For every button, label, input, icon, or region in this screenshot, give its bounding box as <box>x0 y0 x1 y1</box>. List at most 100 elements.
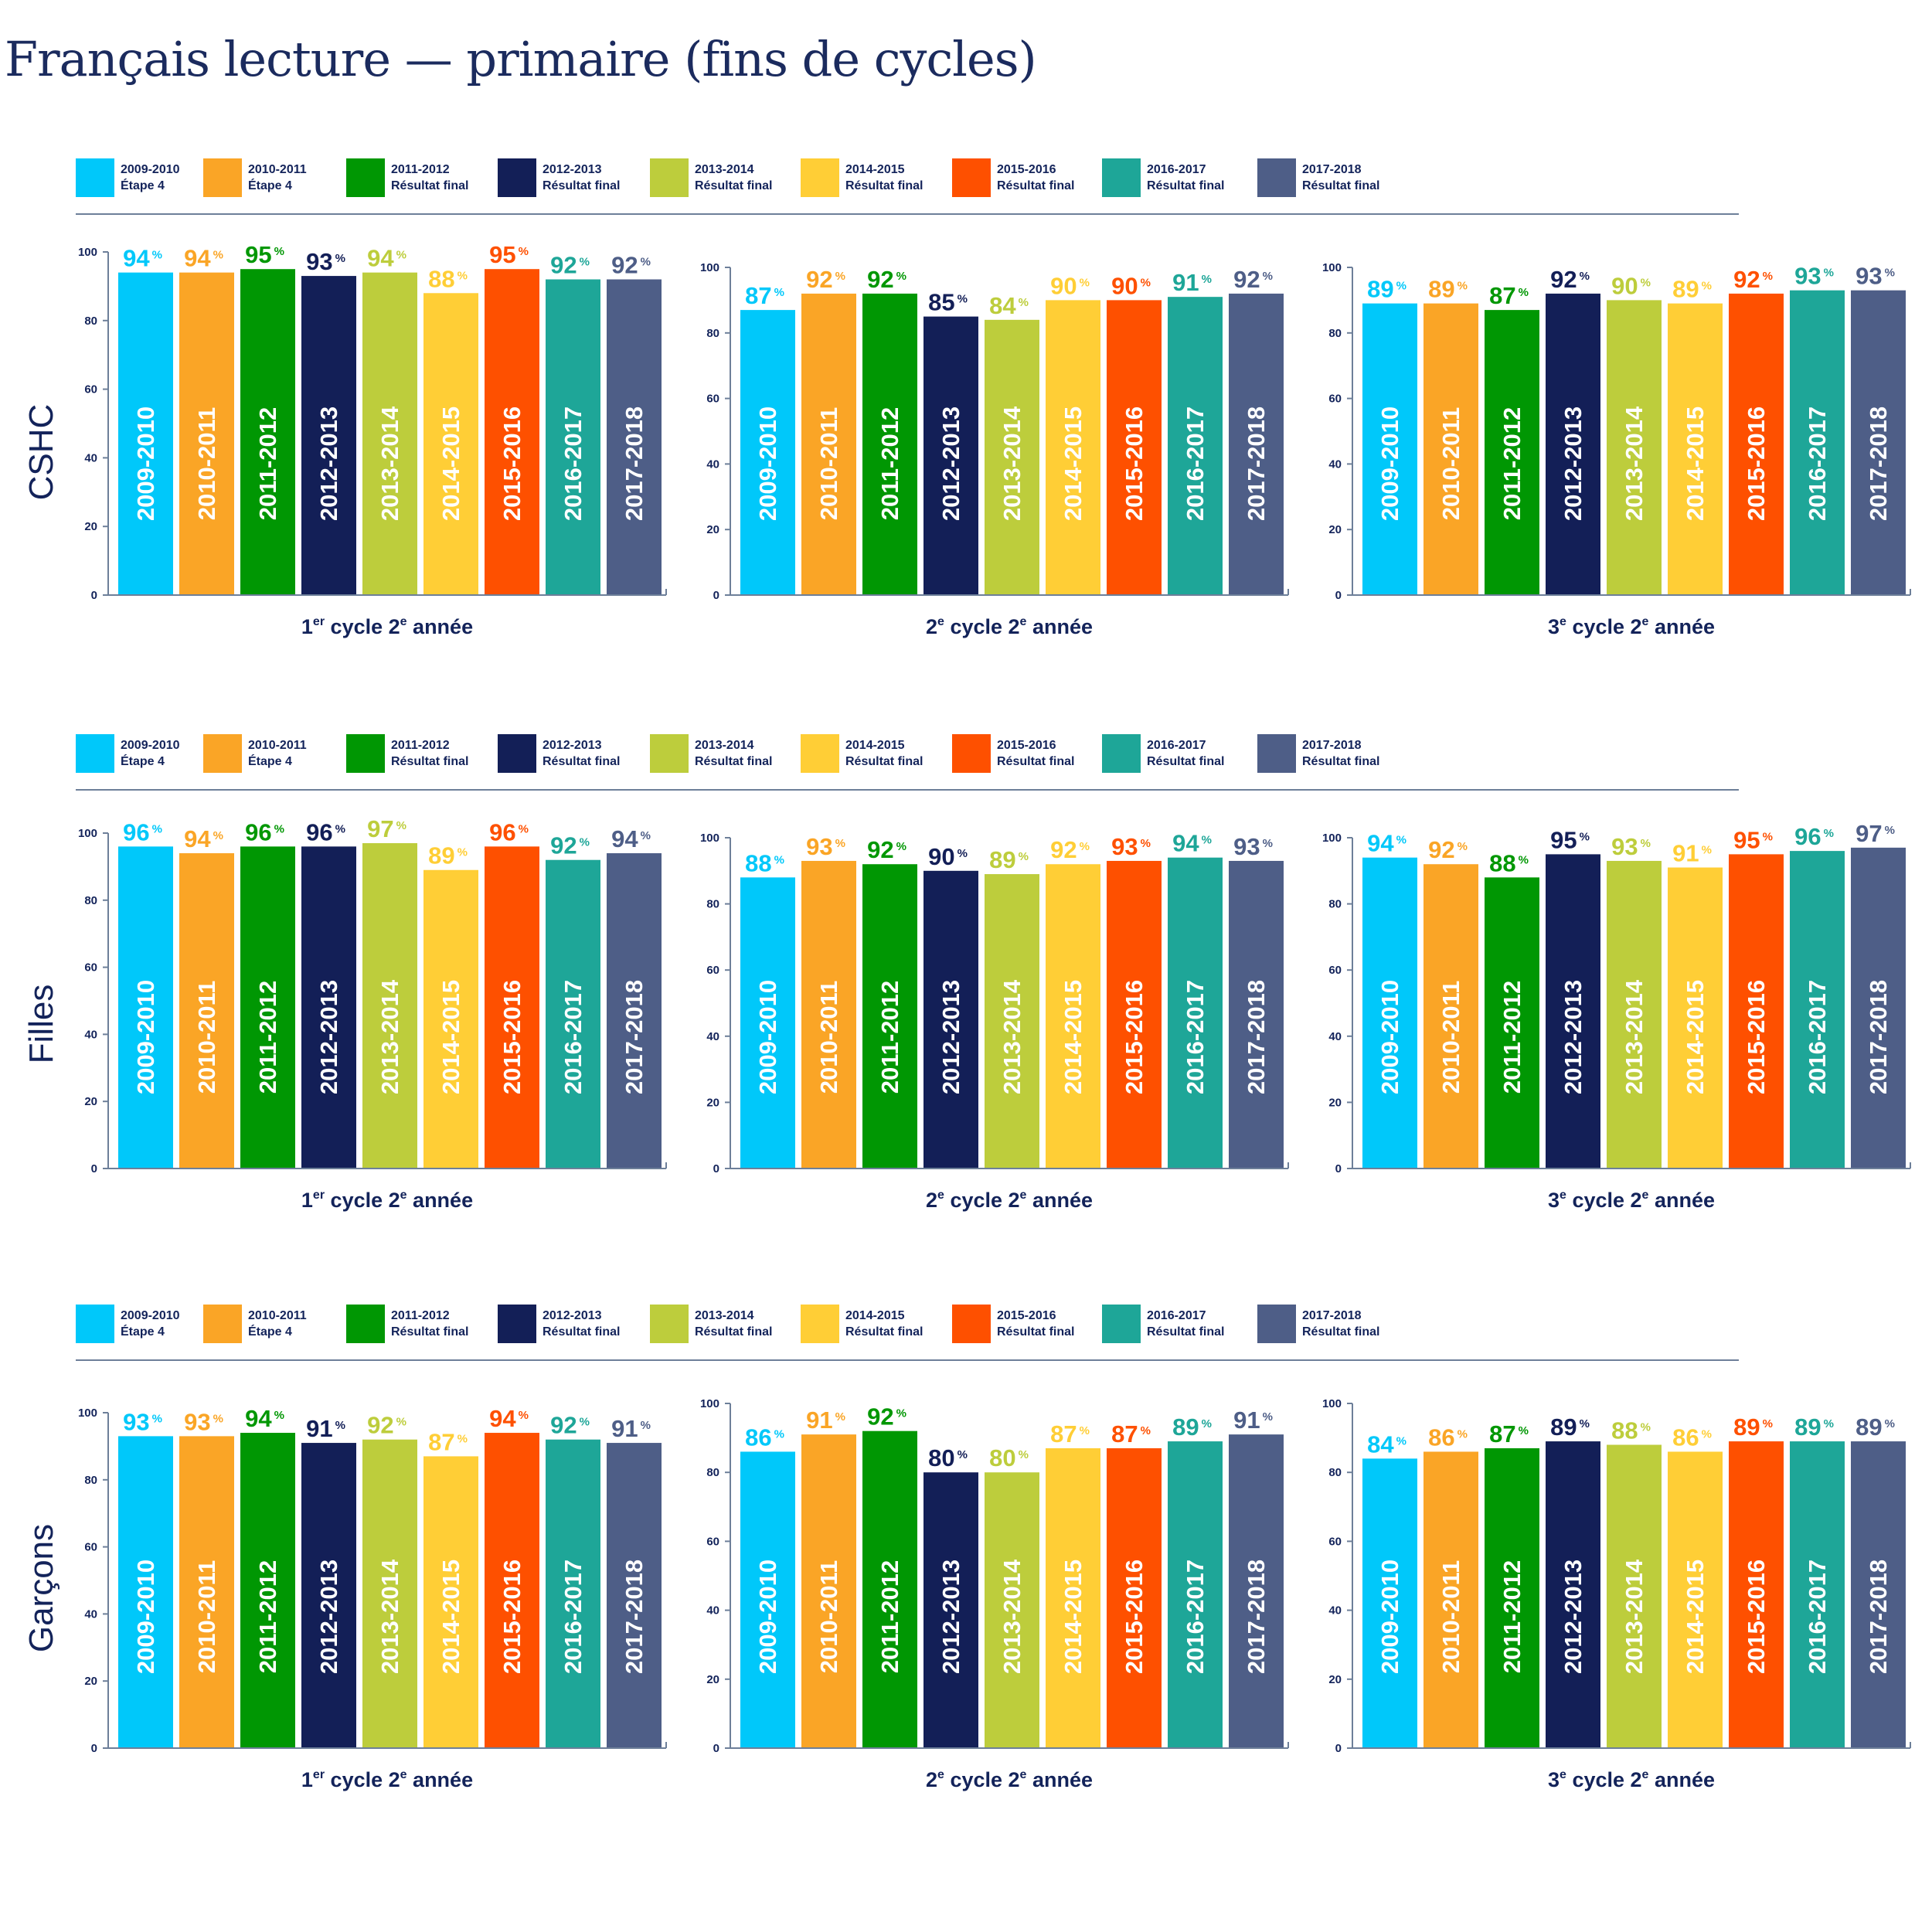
value-unit: % <box>774 1427 784 1441</box>
y-tick-label: 0 <box>1335 1162 1342 1175</box>
value-unit: % <box>274 245 284 258</box>
bar-2012-2013 <box>301 276 356 595</box>
x-axis-label: 2e cycle 2e année <box>926 1189 1093 1212</box>
x-axis-label-part: cycle 2 <box>1566 1768 1642 1791</box>
bar-2015-2016 <box>485 1433 539 1748</box>
value-unit: % <box>1202 1417 1212 1430</box>
value-number: 92 <box>1050 836 1077 863</box>
value-label: 89% <box>1550 1413 1590 1441</box>
legend: 2009-2010 Étape 4 2010-2011 Étape 4 2011-201… <box>76 1305 1737 1343</box>
legend-swatch <box>952 158 991 197</box>
bar-2016-2017 <box>546 1439 600 1748</box>
y-tick-label: 0 <box>91 589 97 602</box>
value-unit: % <box>835 837 845 850</box>
bar-category-label: 2009-2010 <box>754 1560 781 1674</box>
bar-2012-2013 <box>301 846 356 1169</box>
value-number: 85 <box>928 289 954 316</box>
bar-category-label: 2010-2011 <box>193 407 220 521</box>
value-unit: % <box>1396 834 1406 847</box>
value-number: 93 <box>1111 833 1138 860</box>
bar-2010-2011 <box>179 272 234 595</box>
legend-year: 2017-2018 <box>1302 1309 1362 1322</box>
x-axis-label-part: 1 <box>301 1189 313 1212</box>
legend-swatch <box>498 1305 536 1343</box>
bar-2016-2017 <box>1790 1441 1845 1748</box>
bar-2015-2016 <box>1107 860 1162 1169</box>
x-axis-label-part: cycle 2 <box>325 615 400 638</box>
value-number: 92 <box>550 832 577 859</box>
value-unit: % <box>957 1448 968 1461</box>
bar-2009-2010 <box>740 1451 795 1748</box>
value-number: 97 <box>367 815 393 842</box>
value-unit: % <box>1763 830 1773 843</box>
bar-category-label: 2015-2016 <box>1743 407 1770 521</box>
y-tick-label: 80 <box>84 1474 97 1487</box>
bar-chart-garcons-cycle-3: 0 20 40 60 80 100 2009-2010 84 % 2010-2011 86 % 2011… <box>1322 1397 1911 1791</box>
value-label: 96% <box>306 818 345 845</box>
value-number: 90 <box>1111 272 1138 299</box>
value-label: 92% <box>611 252 651 279</box>
bar-2009-2010 <box>740 310 795 595</box>
value-label: 89% <box>1794 1413 1834 1441</box>
legend-label: 2010-2011 Étape 4 <box>248 1308 307 1340</box>
value-unit: % <box>396 249 406 262</box>
x-axis-label-part: année <box>1648 1189 1715 1212</box>
legend-status: Résultat final <box>845 179 923 192</box>
value-label: 94% <box>123 245 162 272</box>
x-axis-label: 1er cycle 2e année <box>301 1768 473 1791</box>
value-number: 92 <box>806 266 832 293</box>
x-axis-label-sup: e <box>1560 1189 1566 1202</box>
y-tick-label: 40 <box>1328 1030 1342 1043</box>
bar-2013-2014 <box>985 874 1039 1169</box>
bar-2010-2011 <box>179 853 234 1169</box>
x-axis-label-part: 2 <box>926 1189 937 1212</box>
value-unit: % <box>580 256 590 269</box>
bar-2014-2015 <box>423 869 478 1169</box>
value-number: 96 <box>489 818 515 845</box>
x-axis-label: 3e cycle 2e année <box>1548 1768 1715 1791</box>
value-number: 90 <box>1611 272 1638 299</box>
y-tick-label: 60 <box>706 1535 719 1548</box>
bar-2017-2018 <box>1229 860 1284 1169</box>
bar-2015-2016 <box>485 846 539 1169</box>
y-tick-label: 60 <box>706 393 719 406</box>
value-label: 89% <box>989 846 1029 873</box>
legend-year: 2010-2011 <box>248 739 307 752</box>
bar-2011-2012 <box>862 1430 917 1748</box>
legend-year: 2015-2016 <box>997 163 1056 176</box>
value-unit: % <box>1458 840 1468 853</box>
x-axis-label-sup: e <box>1020 1189 1027 1202</box>
bar-category-label: 2011-2012 <box>876 981 903 1094</box>
bar-2009-2010 <box>118 1436 173 1748</box>
value-number: 96 <box>245 818 271 845</box>
value-unit: % <box>1141 1424 1151 1437</box>
bar-category-label: 2015-2016 <box>498 407 526 521</box>
value-unit: % <box>580 1416 590 1429</box>
value-label: 94% <box>245 1405 284 1432</box>
value-number: 92 <box>867 1403 893 1430</box>
bar-2012-2013 <box>923 1472 978 1748</box>
bar-category-label: 2015-2016 <box>1743 980 1770 1094</box>
bar-category-label: 2014-2015 <box>1682 980 1709 1094</box>
value-number: 91 <box>1172 269 1199 296</box>
value-unit: % <box>1519 1424 1529 1437</box>
value-number: 87 <box>1489 1420 1515 1447</box>
legend: 2009-2010 Étape 4 2010-2011 Étape 4 2011-201… <box>76 734 1737 773</box>
value-unit: % <box>1141 837 1151 850</box>
legend-swatch <box>801 1305 839 1343</box>
x-axis-label-sup: e <box>1560 1768 1566 1781</box>
bar-2015-2016 <box>485 269 539 595</box>
value-number: 94 <box>611 825 638 852</box>
y-tick-label: 60 <box>84 961 97 975</box>
bar-2011-2012 <box>240 846 295 1169</box>
value-label: 92% <box>867 266 906 293</box>
bar-category-label: 2014-2015 <box>1682 407 1709 521</box>
legend-label: 2016-2017 Résultat final <box>1147 162 1224 194</box>
y-tick-label: 100 <box>78 1407 97 1420</box>
bar-category-label: 2014-2015 <box>1060 980 1087 1094</box>
bar-category-label: 2016-2017 <box>1182 407 1209 521</box>
bar-2011-2012 <box>862 864 917 1169</box>
value-number: 94 <box>1367 830 1394 857</box>
bar-category-label: 2016-2017 <box>560 1560 587 1674</box>
y-tick-label: 20 <box>706 1096 719 1109</box>
